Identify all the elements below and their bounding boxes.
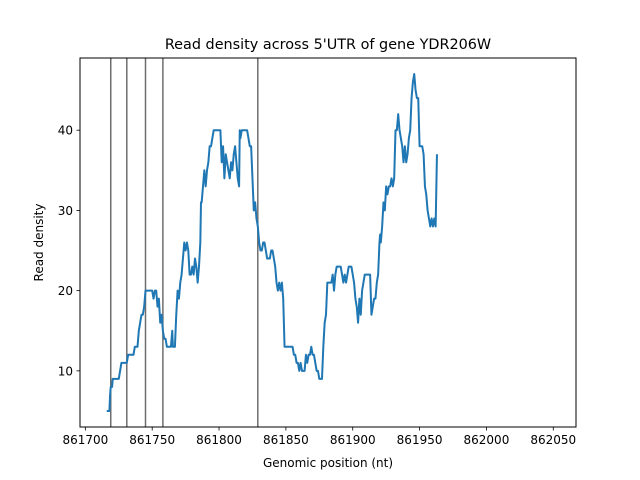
x-tick-label-0: 861700 bbox=[62, 433, 108, 447]
y-tick-label-3: 40 bbox=[58, 124, 73, 138]
read-density-line bbox=[106, 73, 438, 412]
plot-area-frame bbox=[79, 57, 577, 428]
x-tick-label-4: 861900 bbox=[330, 433, 376, 447]
chart-title: Read density across 5'UTR of gene YDR206… bbox=[165, 37, 491, 53]
x-axis-label: Genomic position (nt) bbox=[263, 456, 393, 470]
x-tick-label-3: 861850 bbox=[263, 433, 309, 447]
x-tick-label-2: 861800 bbox=[196, 433, 242, 447]
y-axis-ticks: 10 20 30 40 bbox=[58, 124, 80, 378]
vertical-marker-lines bbox=[109, 58, 259, 427]
x-axis-ticks: 861700 861750 861800 861850 861900 861950 8620… bbox=[62, 427, 576, 447]
y-tick-label-0: 10 bbox=[58, 364, 73, 378]
x-tick-label-7: 862050 bbox=[530, 433, 576, 447]
x-tick-label-5: 861950 bbox=[397, 433, 443, 447]
x-tick-label-1: 861750 bbox=[129, 433, 175, 447]
x-tick-label-6: 862000 bbox=[464, 433, 510, 447]
y-tick-label-2: 30 bbox=[58, 204, 73, 218]
y-axis-label: Read density bbox=[32, 204, 46, 282]
y-tick-label-1: 20 bbox=[58, 284, 73, 298]
